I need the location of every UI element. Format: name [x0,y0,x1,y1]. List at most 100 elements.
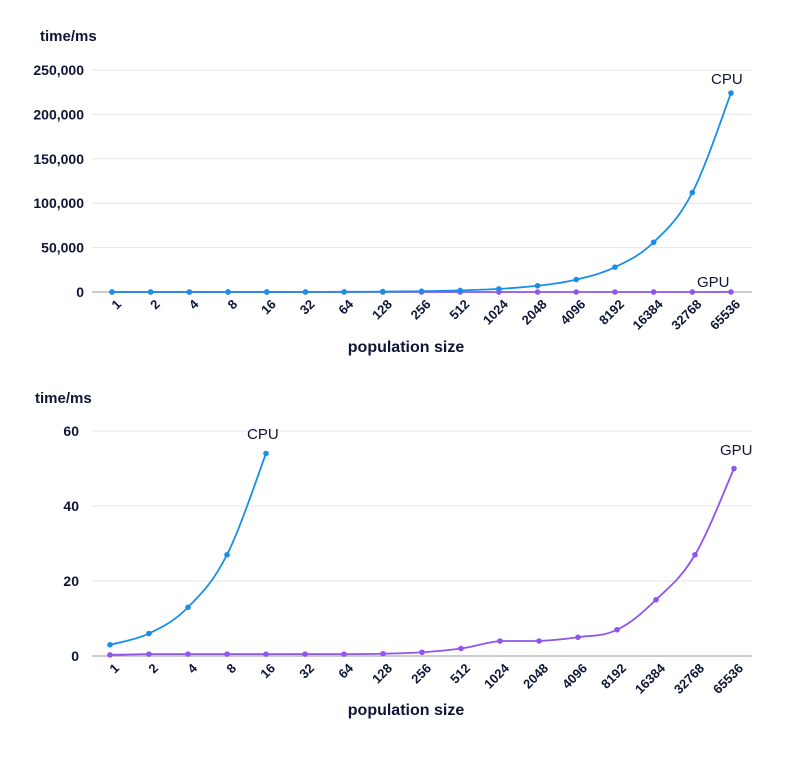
data-point-cpu [109,289,115,295]
data-point-gpu [653,597,659,603]
x-tick-label: 4096 [559,661,590,692]
x-tick-label: 1 [106,661,122,677]
x-tick-label: 16 [258,297,279,318]
data-point-gpu [107,652,113,658]
data-point-cpu [728,90,734,96]
y-tick-label: 150,000 [33,151,84,167]
y-tick-label: 0 [71,648,79,664]
data-point-cpu [148,289,154,295]
data-point-cpu [419,288,425,294]
data-point-gpu [302,651,308,657]
x-tick-label: 64 [335,660,356,681]
y-tick-label: 60 [63,423,79,439]
x-tick-label: 8192 [598,661,629,692]
y-tick-label: 40 [63,498,79,514]
data-point-cpu [107,642,113,648]
data-point-cpu [690,190,696,196]
x-tick-label: 2 [145,661,161,677]
x-axis-label: population size [348,702,465,719]
data-point-gpu [263,651,269,657]
data-point-gpu [731,466,737,472]
x-tick-label: 2048 [519,297,550,328]
x-tick-label: 8 [224,297,240,313]
data-point-gpu [692,552,698,558]
x-tick-label: 512 [447,661,473,687]
y-axis-label: time/ms [35,390,92,407]
x-tick-label: 32768 [668,297,704,333]
x-tick-label: 256 [408,297,434,323]
x-tick-label: 2 [147,297,163,313]
data-point-gpu [614,627,620,633]
y-tick-label: 20 [63,573,79,589]
data-point-cpu [264,289,270,295]
data-point-cpu [651,239,657,245]
data-point-cpu [573,277,579,283]
data-point-cpu [225,289,231,295]
data-point-cpu [224,552,230,558]
x-tick-label: 65536 [710,661,746,697]
x-tick-label: 16384 [630,296,667,333]
x-tick-label: 128 [369,661,395,687]
x-tick-label: 4096 [557,297,588,328]
data-point-gpu [651,289,657,295]
data-point-gpu [690,289,696,295]
x-tick-label: 256 [408,661,434,687]
data-point-cpu [535,283,541,289]
x-tick-label: 32 [296,661,317,682]
data-point-cpu [380,289,386,295]
series-label-cpu: CPU [711,71,743,88]
x-tick-label: 1 [108,297,124,313]
x-tick-label: 64 [335,296,356,317]
y-tick-label: 0 [76,284,84,300]
data-point-gpu [146,651,152,657]
data-point-cpu [185,604,191,610]
x-tick-label: 16 [257,661,278,682]
y-tick-label: 200,000 [33,106,84,122]
x-tick-label: 128 [369,297,395,323]
series-label-cpu: CPU [247,426,279,443]
data-point-gpu [419,649,425,655]
data-point-cpu [146,631,152,637]
x-tick-label: 16384 [632,660,669,697]
series-line-cpu [110,454,266,645]
data-point-gpu [341,651,347,657]
data-point-cpu [187,289,193,295]
series-line-cpu [112,93,731,292]
data-point-gpu [573,289,579,295]
x-tick-label: 32768 [671,661,707,697]
data-point-gpu [535,289,541,295]
data-point-gpu [380,651,386,657]
x-tick-label: 512 [446,297,472,323]
x-tick-label: 65536 [707,297,743,333]
data-point-cpu [612,264,618,270]
series-label-gpu: GPU [697,274,730,291]
series-line-gpu [110,469,734,655]
y-tick-label: 100,000 [33,195,84,211]
x-tick-label: 4 [184,660,200,676]
data-point-gpu [575,634,581,640]
chart-panel-1: time/ms 0 50,000 100,000 150,000 200,000 250,0… [33,28,752,356]
data-point-cpu [457,288,463,294]
y-tick-label: 50,000 [41,240,84,256]
data-point-gpu [224,651,230,657]
data-point-cpu [303,289,309,295]
x-tick-label: 1024 [480,296,512,328]
data-point-gpu [497,638,503,644]
x-axis-label: population size [348,339,465,356]
data-point-gpu [612,289,618,295]
data-point-gpu [185,651,191,657]
x-tick-label: 8192 [596,297,627,328]
x-tick-label: 2048 [520,661,551,692]
data-point-cpu [263,451,269,457]
y-axis-label: time/ms [40,28,97,45]
y-tick-label: 250,000 [33,62,84,78]
data-point-gpu [458,646,464,652]
data-point-cpu [341,289,347,295]
data-point-cpu [496,286,502,292]
x-tick-label: 1024 [481,660,513,692]
x-tick-label: 32 [297,297,318,318]
data-point-gpu [536,638,542,644]
